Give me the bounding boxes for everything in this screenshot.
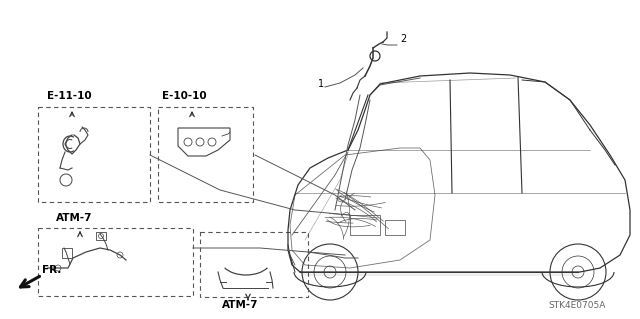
Text: STK4E0705A: STK4E0705A: [548, 301, 605, 310]
Bar: [385, 220, 405, 235]
Text: E-10-10: E-10-10: [162, 91, 207, 101]
Text: ATM-7: ATM-7: [56, 213, 93, 223]
Bar: [62, 248, 72, 258]
Bar: [158, 107, 253, 202]
Bar: [38, 228, 193, 296]
Text: ATM-7: ATM-7: [222, 300, 259, 310]
Bar: [96, 232, 106, 240]
Text: 2: 2: [400, 34, 406, 44]
Bar: [200, 232, 308, 297]
Text: E-11-10: E-11-10: [47, 91, 92, 101]
Bar: [38, 107, 150, 202]
Bar: [350, 215, 380, 235]
Text: FR.: FR.: [42, 265, 61, 275]
Text: 1: 1: [318, 79, 324, 89]
